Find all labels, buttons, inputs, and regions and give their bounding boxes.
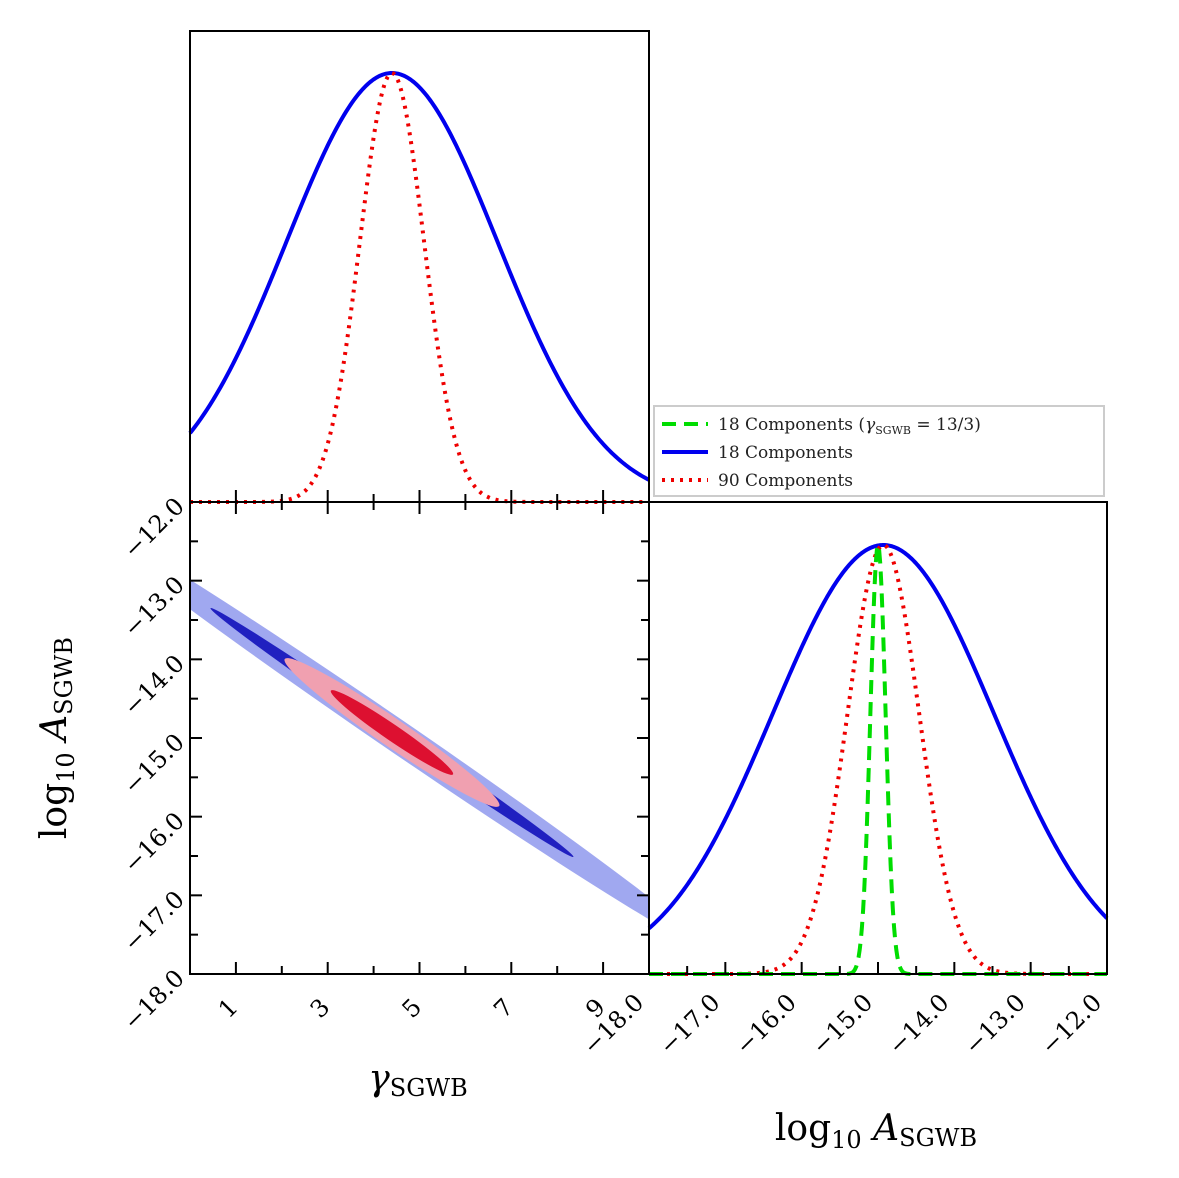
logA-tick-label-y: −17.0 (118, 885, 190, 957)
gamma-tick-label: 1 (213, 993, 244, 1024)
gamma-tick-label: 3 (305, 993, 336, 1024)
logA-tick-label-x: −14.0 (883, 988, 955, 1060)
amplitude-subscript: SGWB (899, 1124, 977, 1152)
log-base: 10 (831, 1126, 862, 1154)
log-prefix: log (775, 1108, 831, 1149)
logA-tick-label-x: −16.0 (730, 988, 802, 1060)
contour-group (190, 517, 649, 948)
logA-axis-title-left: log10 ASGWB (34, 637, 80, 839)
legend-tail: = 13/3) (911, 415, 981, 435)
logA-tick-label-x: −15.0 (806, 988, 878, 1060)
legend-label: 18 Components (718, 443, 853, 463)
legend-frame (653, 405, 1105, 497)
legend: 18 Components (γSGWB = 13/3) 18 Component… (653, 405, 1105, 497)
gamma-curve-18-components (188, 70, 650, 482)
gamma-tick-label: 5 (397, 993, 428, 1024)
logA-tick-label-y: −14.0 (118, 649, 190, 721)
log-prefix: log (34, 783, 75, 839)
gamma-marginal-frame (189, 30, 650, 503)
logA-axis-title-bottom: log10 ASGWB (775, 1108, 977, 1154)
amplitude-subscript: SGWB (50, 637, 78, 715)
legend-math: γ (865, 415, 876, 435)
logA-tick-label-y: −12.0 (118, 492, 190, 564)
amplitude-symbol: A (862, 1108, 899, 1149)
gamma-curve-90-components (190, 70, 649, 504)
gamma-marginal-panel (188, 30, 650, 504)
legend-subscript: SGWB (875, 424, 911, 437)
logA-curve-90-components (649, 542, 1107, 976)
logA-curve-18-components (647, 542, 1109, 930)
logA-tick-label-y: −18.0 (118, 964, 190, 1036)
contour-90-components-inner (330, 690, 454, 775)
logA-tick-label-y: −13.0 (118, 571, 190, 643)
gamma-symbol: γ (368, 1058, 390, 1099)
logA-tick-label-y: −15.0 (118, 728, 190, 800)
gamma-tick-label: 7 (488, 993, 519, 1024)
logA-tick-label-x: −12.0 (1035, 988, 1107, 1060)
legend-label: 90 Components (718, 471, 853, 491)
logA-marginal-frame (648, 501, 1108, 975)
logA-tick-label-x: −13.0 (959, 988, 1031, 1060)
logA-tick-label-x: −17.0 (654, 988, 726, 1060)
legend-label: 18 Components (γSGWB = 13/3) (718, 415, 981, 437)
log-base: 10 (52, 752, 80, 783)
logA-curve-18-components-fixed-gamma (649, 544, 1107, 976)
logA-marginal-panel: −18.0 −17.0 −16.0 −15.0 −14.0 −13.0 −12.0 (577, 501, 1109, 1060)
logA-tick-label-y: −16.0 (118, 807, 190, 879)
gamma-axis-title: γSGWB (368, 1058, 467, 1102)
gamma-subscript: SGWB (390, 1074, 468, 1102)
amplitude-symbol: A (34, 715, 75, 752)
joint-contour-panel: 1 3 5 7 9−18.0−17.0−16.0−15.0−14.0−13.0−12.0 (118, 492, 650, 1036)
